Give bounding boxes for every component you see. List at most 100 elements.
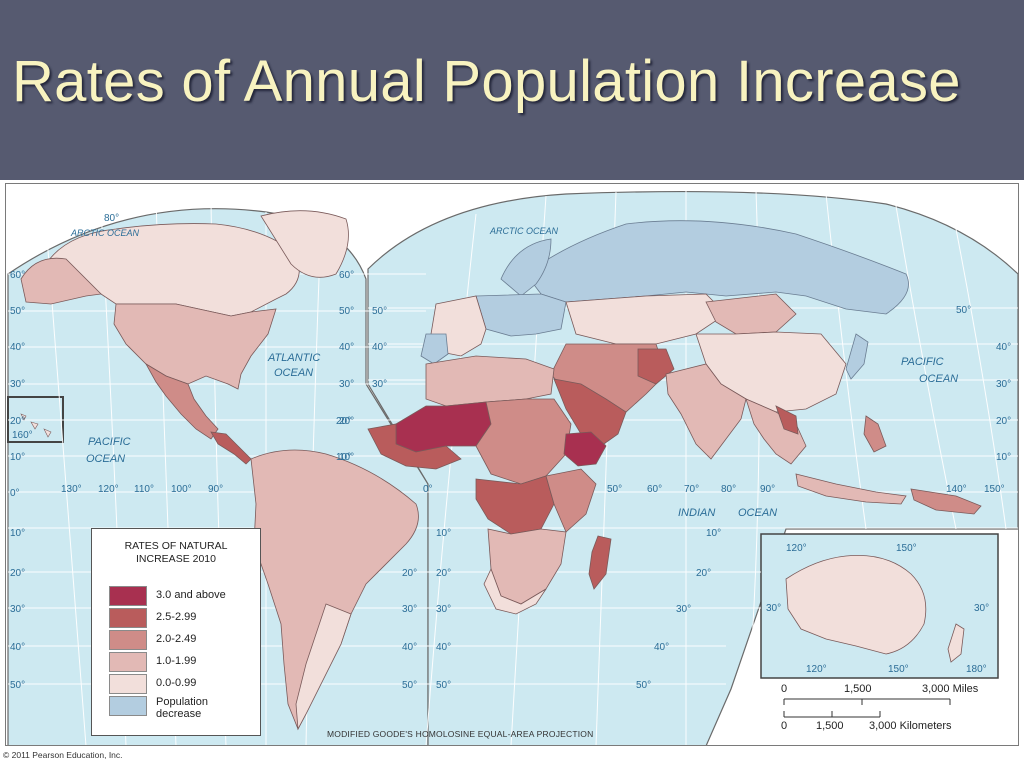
mid-lat-label: 20° [339,416,354,427]
legend-swatch [109,608,147,628]
scale-km-0: 0 [781,720,788,732]
north-africa [425,355,555,407]
legend-swatch [109,674,147,694]
asia-lon-label: 0° [423,484,433,495]
east-lon-label: 140° [946,484,967,495]
aus-inset-label: 150° [896,543,917,554]
arctic-ocean-left-label: ARCTIC OCEAN [70,228,140,238]
aus-inset-label: 30° [766,603,781,614]
east-lon-label: 150° [984,484,1005,495]
americas-lon-label: 110° [134,484,154,495]
south-america-south [295,603,352,731]
west-lat-label: 20° [10,568,25,579]
asia-lon-label: 50° [607,484,622,495]
south-lat-label: 20° [436,568,451,579]
legend-label: 1.0-1.99 [156,655,197,667]
legend-label: 2.0-2.49 [156,633,197,645]
west-africa [367,423,462,470]
east-lat-label: 20° [996,416,1011,427]
atlantic-south-lat-label: 30° [402,604,417,615]
indian-south-lat-label: 50° [636,680,651,691]
south-lat-label: 30° [436,604,451,615]
lat-label-80: 80° [104,213,119,224]
madagascar [588,535,612,590]
legend-title-line1: RATES OF NATURAL [124,540,228,552]
americas-lon-label: 120° [98,484,119,495]
eastern-europe [475,293,567,337]
west-lat-label: 50° [10,306,25,317]
americas-lon-label: 100° [171,484,192,495]
west-lat-label: 40° [10,642,25,653]
greenland [260,210,349,278]
asia-lon-label: 60° [647,484,662,495]
legend-label: 2.5-2.99 [156,611,197,623]
indonesia [795,473,907,505]
west-lat-label: 10° [10,452,25,463]
south-lat-label: 40° [436,642,451,653]
east-lat-label: 40° [996,342,1011,353]
aus-inset-label: 120° [806,664,827,675]
scale-km-3000: 3,000 Kilometers [869,720,952,732]
indian-south-lat-label: 10° [706,528,721,539]
iberia [420,333,449,365]
mid-lat-label: 60° [339,270,354,281]
west-lat-label: 10° [10,528,25,539]
title-bar: Rates of Annual Population Increase [0,0,1024,180]
atlantic-south-lat-label: 50° [402,680,417,691]
legend-swatch [109,696,147,716]
scale-km-1500: 1,500 [816,720,844,732]
aus-inset-label: 150° [888,664,909,675]
usa [113,303,277,390]
west-lat-label: 50° [10,680,25,691]
pacific-ocean-right-label-1: PACIFIC [901,356,944,368]
lon-label-160: 160° [12,430,33,441]
atlantic-south-lat-label: 20° [402,568,417,579]
scale-miles-0: 0 [781,683,788,695]
scale-miles-3000: 3,000 Miles [922,683,979,695]
west-lat-label: 60° [10,270,25,281]
scale-miles-1500: 1,500 [844,683,872,695]
indian-south-lat-label: 30° [676,604,691,615]
east-africa [545,468,597,533]
indian-south-lat-label: 20° [696,568,711,579]
legend-swatch [109,630,147,650]
canada [45,223,300,317]
south-lat-label: 50° [436,680,451,691]
americas-lon-label: 130° [61,484,82,495]
copyright-notice: © 2011 Pearson Education, Inc. [3,750,123,760]
aus-inset-label: 120° [786,543,807,554]
slide-title: Rates of Annual Population Increase [12,49,961,114]
americas-lon-label: 90° [208,484,223,495]
west-lat-label: 30° [10,604,25,615]
west-lat-label: 20° [10,416,25,427]
japan [845,333,869,380]
legend-item: 2.0-2.49 [109,630,259,650]
legend-item: 1.0-1.99 [109,652,259,672]
russia [525,220,909,315]
east-lat-label: 30° [996,379,1011,390]
legend-label: Population decrease [156,696,208,720]
mid-right-lat-label: 10° [336,452,351,463]
legend-title: RATES OF NATURAL INCREASE 2010 [92,540,260,566]
central-america [210,431,252,465]
indian-south-lat-label: 40° [654,642,669,653]
east-lat-label: 50° [956,305,971,316]
aus-inset-label: 30° [974,603,989,614]
east-lat-label: 10° [996,452,1011,463]
pacific-ocean-left-label-2: OCEAN [86,453,125,465]
mid-right-lat-label: 50° [372,306,387,317]
hawaii [20,413,52,438]
mid-lat-label: 50° [339,306,354,317]
laos [775,405,799,435]
atlantic-ocean-label-1: ATLANTIC [267,352,320,364]
papua [910,488,982,515]
new-zealand [947,623,965,663]
legend: RATES OF NATURAL INCREASE 2010 3.0 and a… [91,528,261,736]
legend-swatch [109,652,147,672]
scale-bar-lines [783,698,951,718]
india [665,363,747,460]
legend-item: Population decrease [109,696,259,719]
atlantic-ocean-label-2: OCEAN [274,367,313,379]
south-lat-label: 10° [436,528,451,539]
mid-lat-label: 30° [339,379,354,390]
